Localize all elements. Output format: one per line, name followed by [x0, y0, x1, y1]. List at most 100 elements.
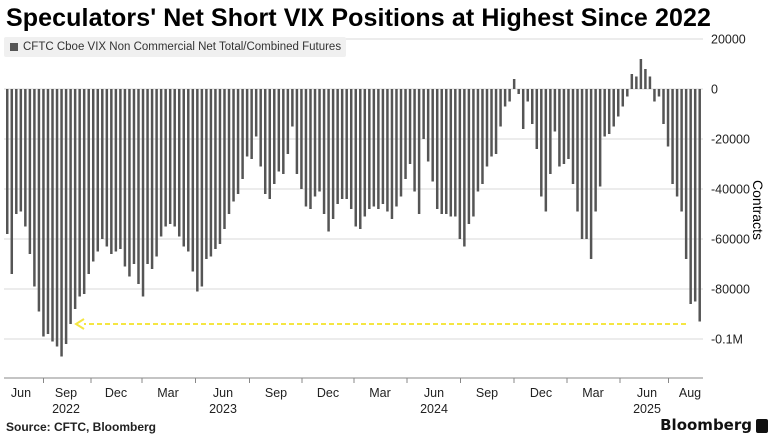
bar [363, 89, 367, 217]
bar [635, 76, 638, 89]
bar [182, 89, 185, 247]
legend-swatch [10, 43, 18, 51]
bar [349, 89, 353, 209]
x-tick-label: Sep [476, 386, 498, 400]
bar [313, 89, 317, 197]
bar [662, 89, 665, 124]
bar [42, 89, 45, 337]
bar [173, 89, 176, 227]
bar [476, 89, 480, 192]
bar [46, 89, 50, 334]
bar [440, 89, 443, 214]
bar [78, 89, 81, 297]
bar [87, 89, 90, 274]
y-axis-label: Contracts [750, 180, 766, 240]
x-tick-label: Dec [317, 386, 339, 400]
bar [105, 89, 109, 247]
bar [236, 89, 240, 194]
x-axis: Jun Sep Dec Mar Jun Sep Dec Mar Jun Sep Dec Mar Jun A… [4, 377, 703, 416]
bar [648, 76, 652, 89]
bar [594, 89, 597, 212]
x-tick-label: Sep [265, 386, 287, 400]
bar [372, 89, 376, 207]
bar [381, 89, 385, 204]
bar [589, 89, 593, 259]
bar [481, 89, 484, 184]
bar [137, 89, 140, 284]
bar [540, 89, 543, 197]
bar [653, 89, 656, 102]
bar [28, 89, 32, 254]
bar [159, 89, 163, 237]
x-tick-label: Jun [213, 386, 233, 400]
bar [399, 89, 403, 197]
bar [309, 89, 312, 209]
bar [612, 89, 615, 127]
bar [449, 89, 453, 217]
y-tick-label: -40000 [711, 183, 750, 197]
bar [454, 89, 457, 217]
bar [6, 89, 9, 234]
bar [205, 89, 208, 259]
bar [168, 89, 172, 224]
bar [223, 89, 226, 229]
bar [340, 89, 344, 199]
bar [273, 89, 276, 184]
bar [286, 89, 290, 154]
bar [445, 89, 448, 214]
bar [146, 89, 149, 264]
bar [426, 89, 430, 162]
bar [250, 89, 253, 159]
bar [553, 89, 557, 132]
bar [232, 89, 235, 202]
bar [458, 89, 462, 239]
bar [598, 89, 602, 187]
bar [580, 89, 584, 239]
bar [666, 89, 670, 147]
x-tick-label: Jun [11, 386, 31, 400]
annotation-arrowhead [74, 318, 85, 330]
legend-label: CFTC Cboe VIX Non Commercial Net Total/C… [23, 41, 342, 53]
bar [69, 89, 72, 324]
bar [96, 89, 100, 252]
y-tick-label: -0.1M [711, 333, 743, 347]
x-tick-label: Mar [582, 386, 604, 400]
bar [19, 89, 23, 212]
bar [241, 89, 244, 179]
bar [277, 89, 281, 172]
bar [119, 89, 122, 249]
bar [404, 89, 407, 179]
bar [368, 89, 371, 209]
bar [562, 89, 566, 164]
bar [295, 89, 299, 174]
bar [467, 89, 471, 224]
bar [377, 89, 380, 209]
x-tick-label: Aug [679, 386, 701, 400]
bar [517, 89, 520, 94]
bar [110, 89, 113, 254]
bar [499, 89, 502, 127]
bar [150, 89, 154, 269]
x-tick-label: Dec [530, 386, 552, 400]
bar [549, 89, 552, 174]
x-year-label: 2025 [633, 402, 661, 416]
bar [132, 89, 136, 264]
x-tick-label: Jun [424, 386, 444, 400]
bar [55, 89, 59, 347]
bar [331, 89, 335, 219]
bar [698, 89, 701, 322]
bar [607, 89, 611, 134]
bar [626, 89, 629, 97]
bar [435, 89, 439, 209]
y-tick-label: -80000 [711, 283, 750, 297]
x-year-label: 2023 [209, 402, 237, 416]
bar [33, 89, 36, 287]
bar [114, 89, 118, 252]
legend: CFTC Cboe VIX Non Commercial Net Total/C… [4, 37, 346, 57]
y-tick-label: -20000 [711, 133, 750, 147]
bar [544, 89, 548, 212]
bar [431, 89, 434, 182]
bar [200, 89, 204, 287]
x-year-label: 2024 [420, 402, 448, 416]
